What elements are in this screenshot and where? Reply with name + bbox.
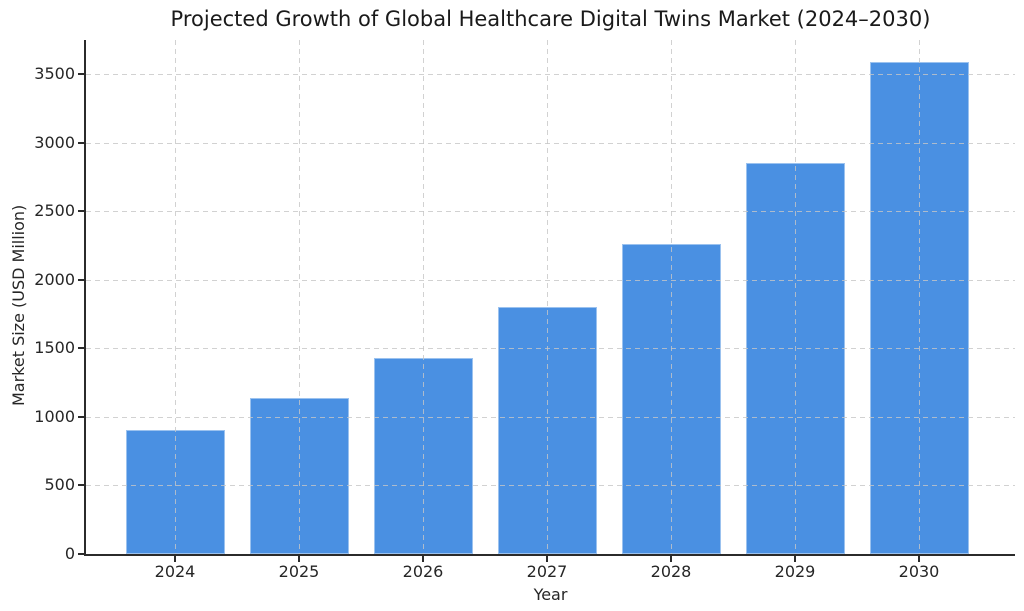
h-gridline-2000 <box>86 279 1015 281</box>
x-tick-label: 2029 <box>774 562 816 581</box>
y-tick-mark <box>78 553 85 555</box>
x-axis-label: Year <box>533 585 568 604</box>
x-tick-mark <box>546 555 548 562</box>
y-tick-mark <box>78 347 85 350</box>
v-gridline-2030 <box>919 40 920 554</box>
x-tick-mark <box>918 555 920 562</box>
y-tick-mark <box>78 484 85 487</box>
x-tick-mark <box>794 555 796 562</box>
h-gridline-2500 <box>86 211 1015 213</box>
y-tick-mark <box>78 278 85 281</box>
x-tick-label: 2025 <box>278 562 320 581</box>
y-tick-label: 2500 <box>34 201 75 221</box>
v-gridline-2028 <box>671 40 672 554</box>
x-tick-mark <box>174 555 176 562</box>
v-gridline-2027 <box>547 40 548 554</box>
x-tick-label: 2024 <box>154 562 196 581</box>
chart-title: Projected Growth of Global Healthcare Di… <box>170 7 931 31</box>
v-gridline-2029 <box>795 40 796 554</box>
y-axis-spine <box>84 40 86 556</box>
h-gridline-3500 <box>86 74 1015 76</box>
y-tick-mark <box>78 415 85 418</box>
x-axis-spine <box>84 554 1015 556</box>
y-tick-mark <box>78 210 85 213</box>
plot-area <box>86 40 1015 554</box>
y-tick-label: 1500 <box>34 338 75 358</box>
x-tick-label: 2027 <box>526 562 568 581</box>
x-tick-label: 2026 <box>402 562 444 581</box>
h-gridline-3000 <box>86 142 1015 144</box>
h-gridline-500 <box>86 485 1015 487</box>
y-tick-label: 1000 <box>34 406 75 426</box>
y-tick-label: 3000 <box>34 132 75 152</box>
y-tick-mark <box>78 73 85 76</box>
x-tick-mark <box>422 555 424 562</box>
y-tick-label: 3500 <box>34 64 75 84</box>
x-tick-label: 2030 <box>898 562 940 581</box>
grid-layer <box>86 40 1015 554</box>
y-tick-mark <box>78 141 85 144</box>
v-gridline-2025 <box>299 40 300 554</box>
h-gridline-1500 <box>86 348 1015 350</box>
x-tick-mark <box>670 555 672 562</box>
v-gridline-2026 <box>423 40 424 554</box>
y-tick-label: 500 <box>44 475 75 495</box>
x-tick-mark <box>298 555 300 562</box>
v-gridline-2024 <box>175 40 176 554</box>
y-tick-label: 2000 <box>34 269 75 289</box>
y-axis-label: Market Size (USD Million) <box>9 204 28 406</box>
h-gridline-1000 <box>86 416 1015 418</box>
x-tick-label: 2028 <box>650 562 692 581</box>
y-tick-label: 0 <box>64 544 75 563</box>
